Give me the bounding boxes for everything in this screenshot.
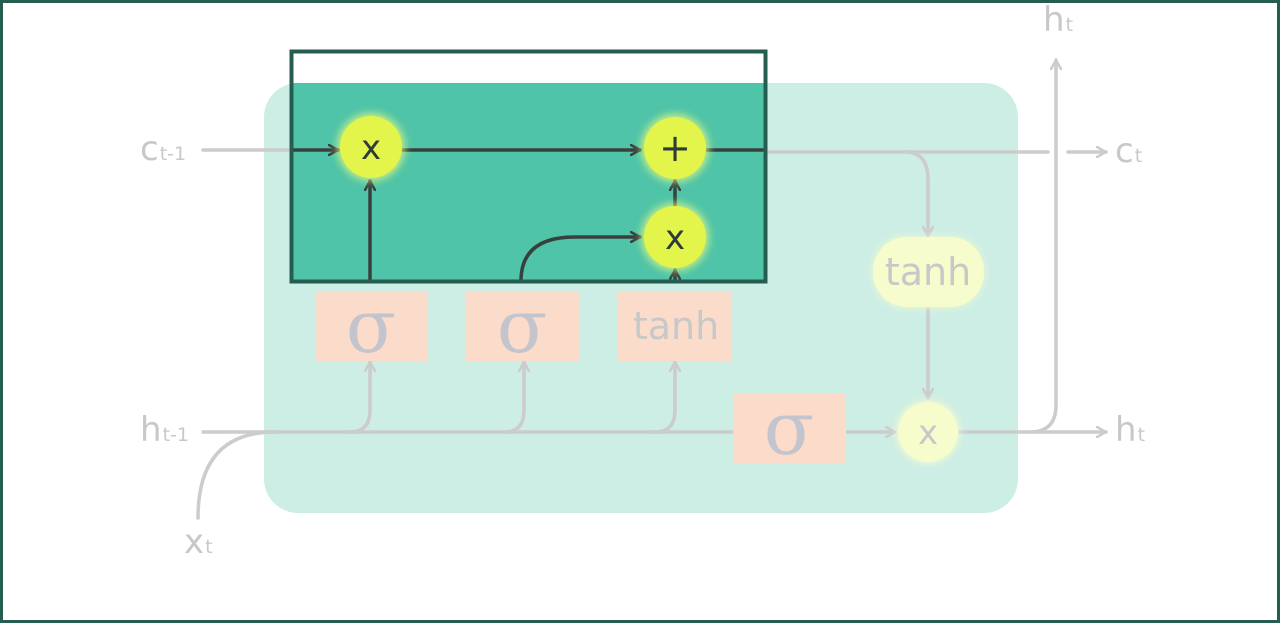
c-next-label: ct	[1115, 131, 1142, 171]
output-gate-box	[733, 394, 846, 464]
branch-input	[503, 360, 524, 434]
active-ops: x + x	[337, 113, 709, 271]
gate-labels: σ σ tanh σ	[346, 284, 815, 472]
forget-mult-label: x	[361, 128, 381, 168]
branch-forget	[348, 360, 370, 434]
c-prev-label: ct-1	[140, 129, 186, 169]
faded-lines	[196, 58, 1108, 520]
forget-mult-node	[340, 116, 402, 178]
gate-boxes	[315, 291, 846, 464]
input-gate-label: σ	[497, 284, 548, 370]
candidate-gate-box	[618, 291, 731, 361]
active-lines	[290, 150, 767, 283]
input-gate-box	[466, 291, 579, 361]
forget-gate-box	[315, 291, 428, 361]
highlight-border	[289, 49, 768, 284]
x-input-curve	[196, 430, 277, 520]
output-mult-label: x	[918, 413, 938, 453]
output-gate-label: σ	[764, 386, 815, 472]
cell-tanh-label: tanh	[885, 250, 971, 294]
input-mult-node	[644, 206, 706, 268]
branch-candidate	[653, 360, 675, 434]
output-mult-node	[898, 402, 958, 462]
input-to-mult	[519, 237, 642, 283]
h-top-label: ht	[1043, 0, 1073, 40]
h-next-label: ht	[1115, 410, 1145, 450]
h-top-arrow	[1028, 58, 1056, 434]
x-input-label: xt	[184, 522, 213, 562]
candidate-gate-label: tanh	[633, 304, 719, 348]
io-labels: ct-1 ct ht-1 ht ht xt	[140, 0, 1145, 562]
cell-to-tanh-line	[903, 150, 928, 238]
input-mult-label: x	[665, 218, 685, 258]
h-prev-label: ht-1	[140, 410, 189, 450]
cell-tanh-pill	[873, 237, 984, 307]
cell-add-label: +	[659, 126, 691, 170]
forget-gate-label: σ	[346, 284, 397, 370]
cell-add-node	[644, 117, 706, 179]
